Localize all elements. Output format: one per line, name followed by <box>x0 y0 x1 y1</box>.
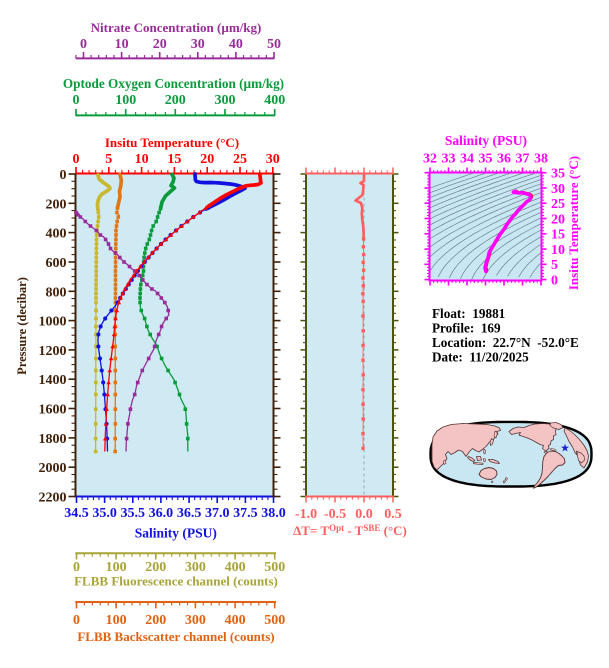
svg-text:-0.5: -0.5 <box>324 507 346 522</box>
svg-text:Profile: 169: Profile: 169 <box>432 321 501 336</box>
svg-text:30: 30 <box>191 37 205 52</box>
svg-text:0: 0 <box>73 93 80 108</box>
svg-text:1400: 1400 <box>39 373 67 388</box>
svg-text:34.5: 34.5 <box>64 506 89 521</box>
svg-text:0.5: 0.5 <box>384 507 402 522</box>
svg-text:37.0: 37.0 <box>205 506 230 521</box>
svg-text:500: 500 <box>264 613 285 628</box>
svg-text:0: 0 <box>551 273 558 288</box>
svg-text:20: 20 <box>153 37 167 52</box>
svg-text:FLBB Backscatter channel (coun: FLBB Backscatter channel (counts) <box>77 629 274 644</box>
svg-text:2000: 2000 <box>39 461 67 476</box>
svg-text:36.5: 36.5 <box>177 506 202 521</box>
svg-text:37: 37 <box>516 152 530 167</box>
svg-text:ΔT= TOpt - TSBE (°C): ΔT= TOpt - TSBE (°C) <box>293 523 407 538</box>
svg-text:400: 400 <box>264 93 285 108</box>
svg-text:800: 800 <box>46 285 67 300</box>
svg-text:Insitu Temperature (°C): Insitu Temperature (°C) <box>105 135 239 150</box>
svg-text:300: 300 <box>215 93 236 108</box>
svg-text:30: 30 <box>266 152 280 167</box>
svg-text:5: 5 <box>105 152 112 167</box>
svg-text:Salinity (PSU): Salinity (PSU) <box>135 526 217 541</box>
svg-text:500: 500 <box>264 560 285 575</box>
svg-text:34: 34 <box>460 152 474 167</box>
svg-text:Optode Oxygen Concentration (µ: Optode Oxygen Concentration (µm/kg) <box>63 76 284 91</box>
svg-text:300: 300 <box>185 560 206 575</box>
svg-text:0: 0 <box>60 168 67 183</box>
svg-text:200: 200 <box>145 613 166 628</box>
svg-text:36.0: 36.0 <box>149 506 174 521</box>
svg-text:1600: 1600 <box>39 403 67 418</box>
svg-text:Pressure (decibar): Pressure (decibar) <box>15 277 29 375</box>
svg-text:20: 20 <box>200 152 214 167</box>
svg-text:38.0: 38.0 <box>261 506 286 521</box>
svg-text:5: 5 <box>551 258 558 273</box>
svg-text:35: 35 <box>479 152 493 167</box>
svg-text:1200: 1200 <box>39 344 67 359</box>
svg-text:15: 15 <box>167 152 181 167</box>
svg-text:33: 33 <box>442 152 456 167</box>
svg-text:35.0: 35.0 <box>92 506 117 521</box>
svg-text:50: 50 <box>267 37 281 52</box>
svg-text:0: 0 <box>73 152 80 167</box>
svg-text:1800: 1800 <box>39 432 67 447</box>
svg-text:15: 15 <box>551 228 565 243</box>
svg-text:600: 600 <box>46 256 67 271</box>
svg-text:25: 25 <box>551 197 565 212</box>
svg-text:0: 0 <box>80 37 87 52</box>
svg-text:0.0: 0.0 <box>355 507 373 522</box>
svg-text:400: 400 <box>225 613 246 628</box>
svg-text:25: 25 <box>233 152 247 167</box>
svg-text:40: 40 <box>229 37 243 52</box>
svg-text:Nitrate Concentration (µm/kg): Nitrate Concentration (µm/kg) <box>91 20 262 35</box>
svg-text:400: 400 <box>225 560 246 575</box>
svg-text:200: 200 <box>165 93 186 108</box>
svg-text:30: 30 <box>551 182 565 197</box>
svg-text:32: 32 <box>423 152 437 167</box>
svg-text:35.5: 35.5 <box>121 506 146 521</box>
svg-text:Insitu Temperature (°C): Insitu Temperature (°C) <box>566 156 581 290</box>
svg-text:35: 35 <box>551 167 565 182</box>
svg-text:20: 20 <box>551 212 565 227</box>
svg-text:100: 100 <box>106 560 127 575</box>
svg-text:10: 10 <box>135 152 149 167</box>
svg-text:300: 300 <box>185 613 206 628</box>
svg-text:37.5: 37.5 <box>233 506 258 521</box>
svg-text:400: 400 <box>46 227 67 242</box>
svg-text:10: 10 <box>551 243 565 258</box>
svg-text:Float: 19881: Float: 19881 <box>432 306 505 321</box>
svg-text:Location: 22.7°N -52.0°E: Location: 22.7°N -52.0°E <box>432 335 579 350</box>
svg-text:1000: 1000 <box>39 315 67 330</box>
svg-text:10: 10 <box>115 37 129 52</box>
svg-text:Salinity (PSU): Salinity (PSU) <box>445 133 527 148</box>
svg-text:0: 0 <box>73 560 80 575</box>
svg-text:200: 200 <box>145 560 166 575</box>
svg-text:0: 0 <box>73 613 80 628</box>
svg-text:FLBB Fluorescence channel (cou: FLBB Fluorescence channel (counts) <box>74 574 278 589</box>
svg-text:38: 38 <box>534 152 548 167</box>
svg-text:200: 200 <box>46 197 67 212</box>
svg-text:36: 36 <box>497 152 511 167</box>
svg-text:Date: 11/20/2025: Date: 11/20/2025 <box>432 350 529 365</box>
svg-text:100: 100 <box>106 613 127 628</box>
svg-text:100: 100 <box>115 93 136 108</box>
svg-text:-1.0: -1.0 <box>295 507 317 522</box>
svg-text:2200: 2200 <box>39 491 67 506</box>
